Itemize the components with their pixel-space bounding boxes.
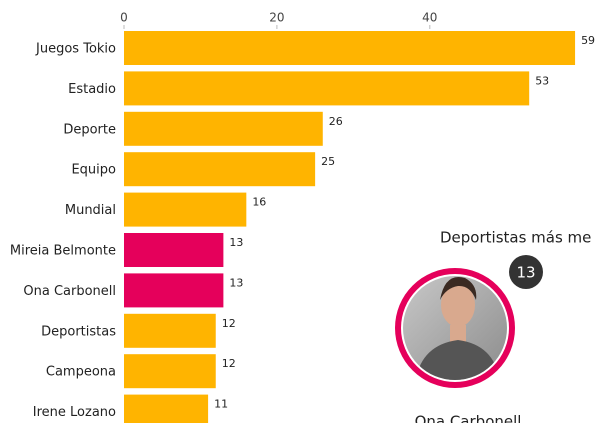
highlight-title: Deportistas más me bbox=[440, 229, 591, 247]
count-label: 13 bbox=[516, 264, 535, 282]
bar bbox=[124, 394, 209, 423]
bar bbox=[124, 273, 224, 308]
y-tick-label: Mundial bbox=[65, 203, 116, 218]
y-tick-label: Mireia Belmonte bbox=[10, 244, 116, 259]
photo bbox=[403, 276, 507, 380]
value-label: 59 bbox=[581, 34, 595, 47]
highlight-name: Ona Carbonell bbox=[415, 413, 522, 423]
value-label: 12 bbox=[222, 317, 236, 330]
x-tick-label: 0 bbox=[120, 11, 128, 25]
value-label: 25 bbox=[321, 155, 335, 168]
value-label: 11 bbox=[214, 398, 228, 411]
value-label: 16 bbox=[252, 196, 266, 209]
bar bbox=[124, 111, 323, 146]
y-tick-label: Estadio bbox=[68, 82, 116, 97]
bar bbox=[124, 31, 576, 65]
bar bbox=[124, 233, 224, 267]
bar bbox=[124, 354, 216, 389]
highlight-card: Deportistas más me 13 Ona Carbonell bbox=[395, 229, 591, 423]
value-label: 26 bbox=[329, 115, 343, 128]
x-tick-label: 40 bbox=[422, 11, 437, 25]
bar bbox=[124, 313, 216, 348]
y-tick-label: Campeona bbox=[46, 365, 116, 380]
value-label: 53 bbox=[535, 74, 549, 87]
value-label: 13 bbox=[229, 276, 243, 289]
bar bbox=[124, 152, 316, 187]
y-tick-label: Juegos Tokio bbox=[35, 42, 116, 57]
y-tick-label: Deportistas bbox=[41, 324, 116, 339]
count-badge bbox=[509, 255, 543, 289]
y-tick-label: Equipo bbox=[71, 163, 116, 178]
value-label: 13 bbox=[229, 236, 243, 249]
bar bbox=[124, 71, 530, 106]
x-tick-label: 20 bbox=[269, 11, 284, 25]
value-label: 12 bbox=[222, 357, 236, 370]
bar-chart: 0 20 40 Juegos Tokio 59 Estadio 53 Deporte 26 Equ… bbox=[10, 11, 595, 423]
y-tick-label: Ona Carbonell bbox=[23, 284, 116, 299]
y-tick-label: Deporte bbox=[63, 122, 116, 137]
bar bbox=[124, 192, 247, 227]
y-tick-label: Irene Lozano bbox=[33, 405, 116, 420]
